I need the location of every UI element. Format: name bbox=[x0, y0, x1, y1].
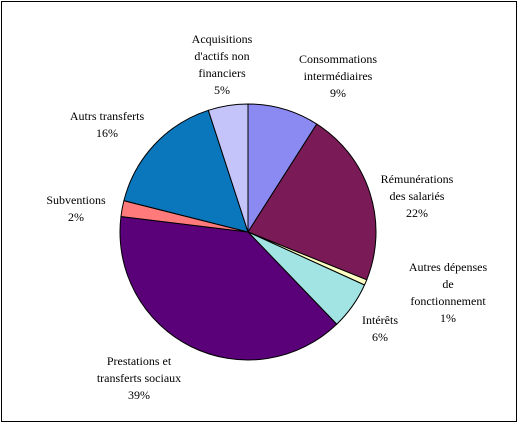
slice-label-subventions: Subventions 2% bbox=[46, 193, 106, 224]
slice-label-acquisitions: Acquisitions d'actifs non financiers 5% bbox=[191, 32, 253, 97]
slice-label-autres-depenses: Autres dépenses de fonctionnement 1% bbox=[408, 260, 488, 325]
slice-label-consommations: Consommations intermédiaires 9% bbox=[298, 52, 377, 100]
pie-slice-4 bbox=[119, 216, 338, 361]
pie-slice-6 bbox=[123, 109, 249, 233]
pie-slice-7 bbox=[207, 103, 249, 233]
slice-label-remunerations: Rémunérations des salariés 22% bbox=[380, 172, 454, 220]
pie-slice-1 bbox=[247, 123, 377, 281]
slice-label-prestations: Prestations et transferts sociaux 39% bbox=[96, 354, 182, 402]
slice-label-interets: Intérêts 6% bbox=[362, 313, 398, 344]
slice-label-autrs-transferts: Autrs transferts 16% bbox=[69, 109, 145, 140]
